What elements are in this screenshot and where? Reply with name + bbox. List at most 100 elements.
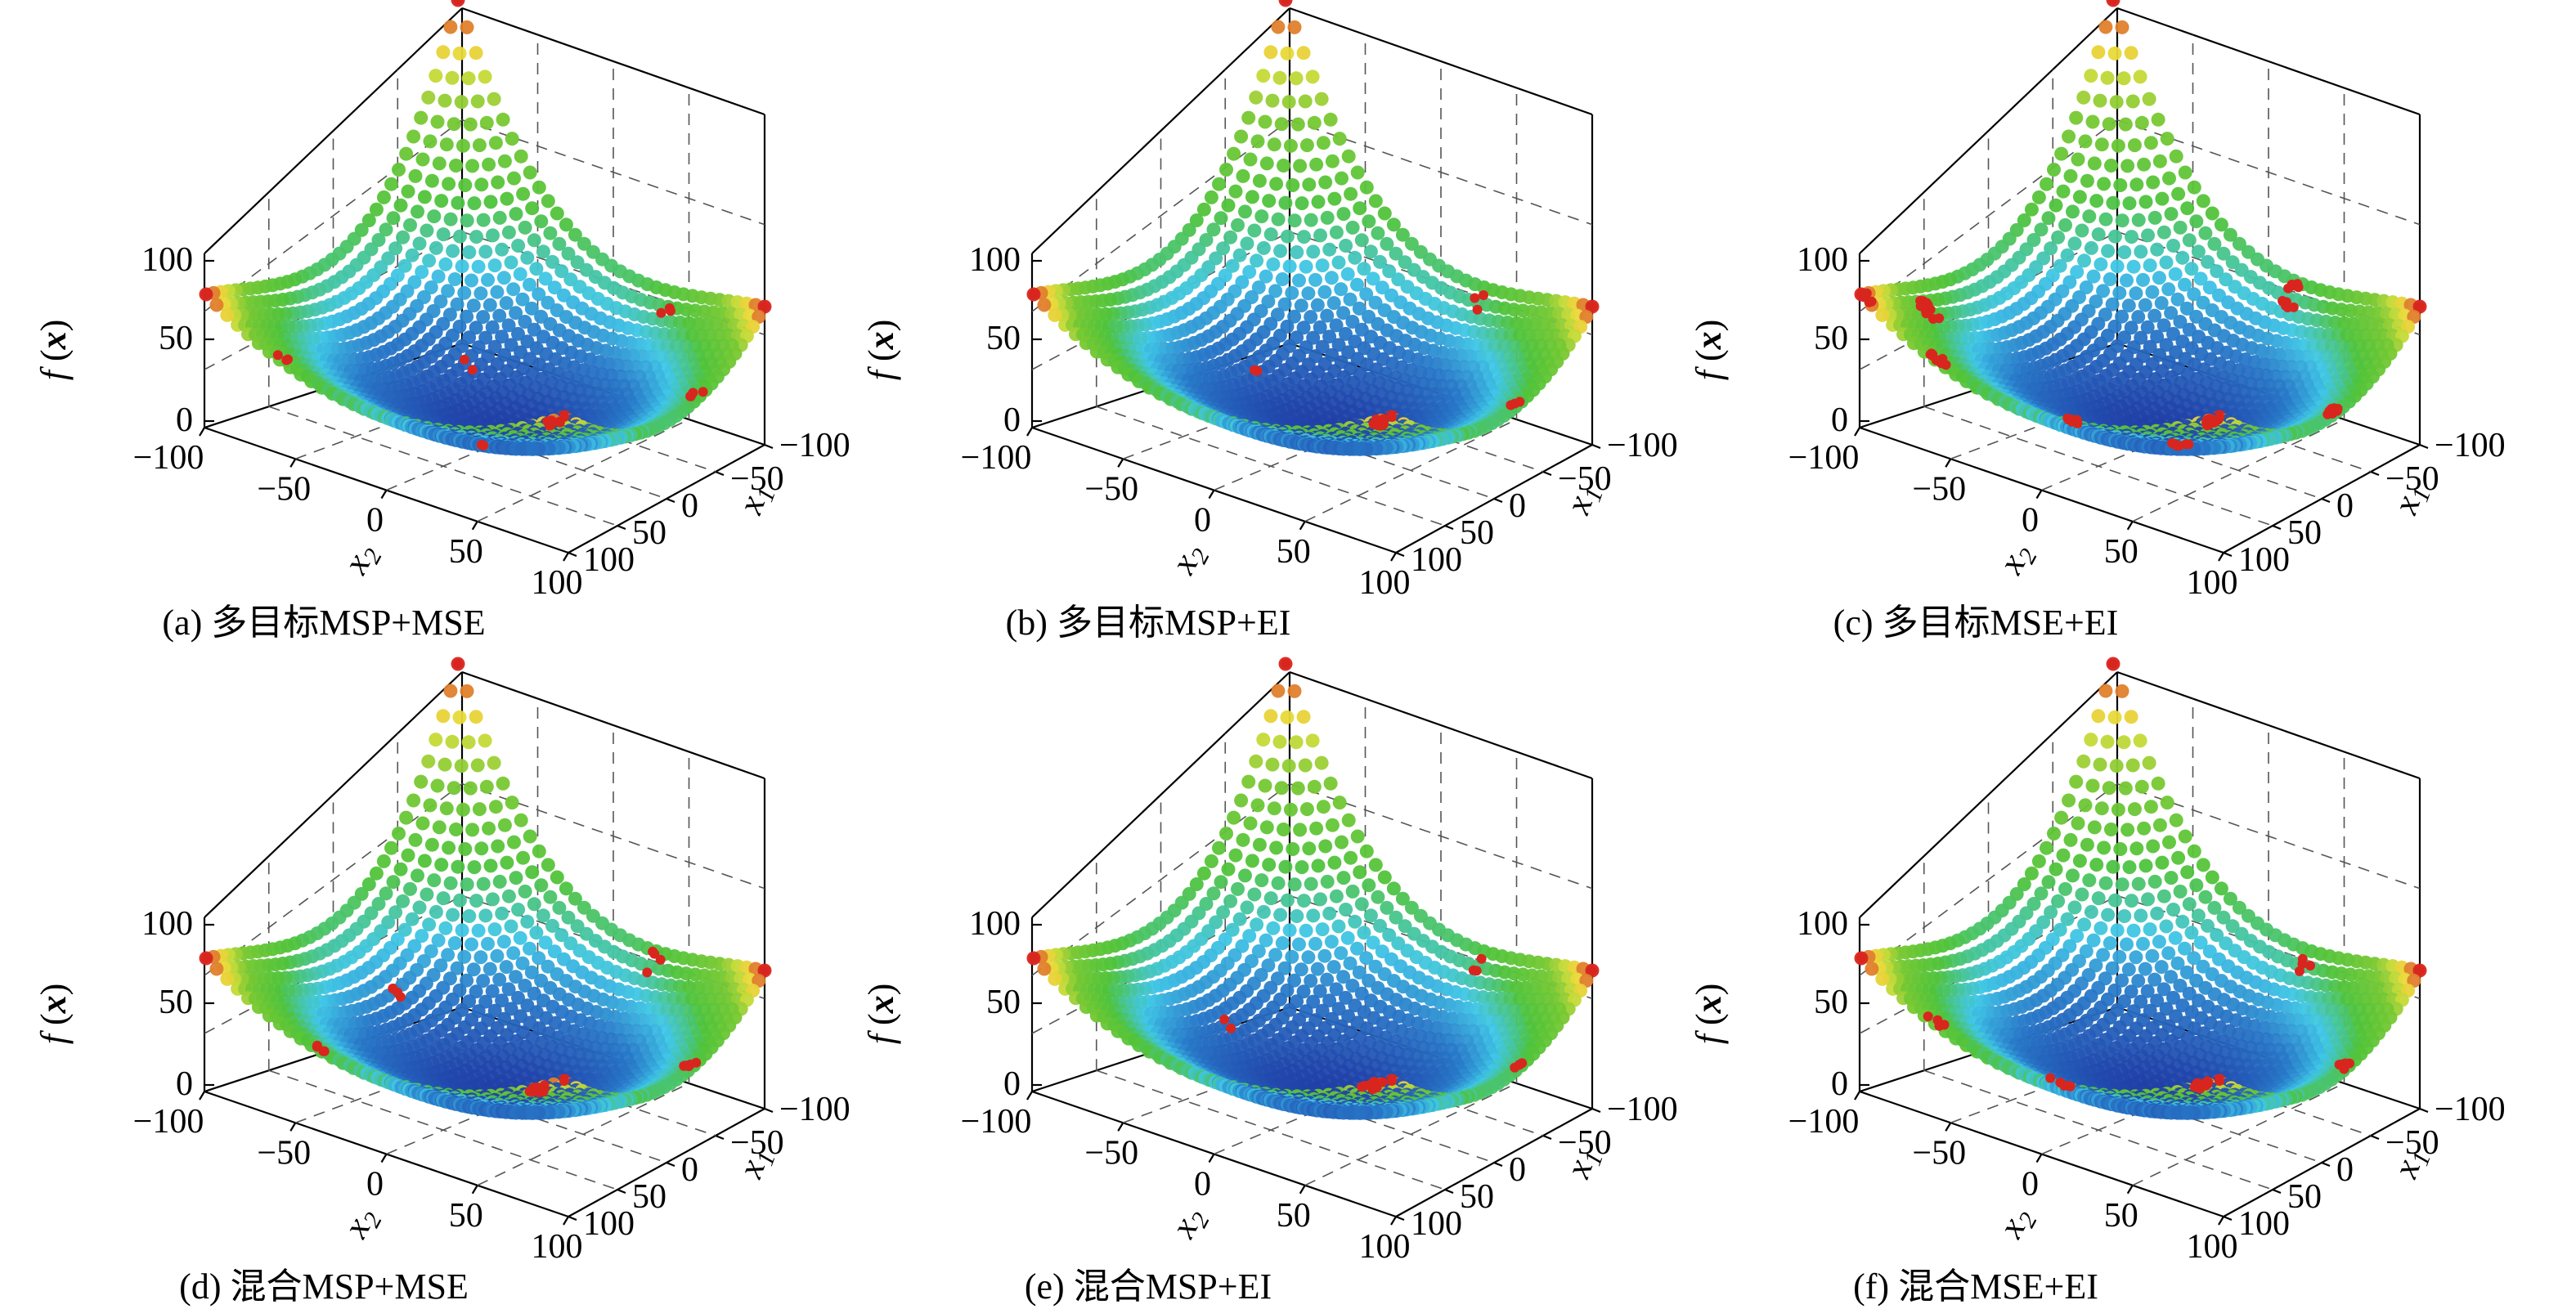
sample-point xyxy=(2415,302,2425,312)
x1-tick-label: 0 xyxy=(1509,487,1526,525)
surface-point xyxy=(1382,264,1397,279)
axis-line xyxy=(1289,7,1593,116)
surface-point xyxy=(2084,69,2098,83)
sample-point xyxy=(698,387,708,397)
tick-mark xyxy=(1395,551,1405,558)
surface-point xyxy=(474,177,489,192)
x2-tick-label: 100 xyxy=(1359,564,1411,602)
surface-point xyxy=(2105,297,2120,312)
surface-point xyxy=(2207,236,2222,251)
surface-point xyxy=(547,280,562,295)
surface-point xyxy=(1316,136,1331,150)
surface-point xyxy=(1320,308,1335,323)
surface-point xyxy=(469,321,483,335)
surface-point xyxy=(1259,156,1274,171)
x2-axis-label: x2 xyxy=(334,536,387,583)
surface-point xyxy=(478,244,493,259)
sample-point xyxy=(467,365,478,375)
surface-point xyxy=(471,923,486,938)
surface-point xyxy=(514,813,528,827)
tick-mark xyxy=(2126,521,2134,531)
surface-point xyxy=(461,71,476,86)
surface-point xyxy=(497,154,512,168)
tick-mark xyxy=(1299,521,1306,531)
z-tick-label: 50 xyxy=(159,320,193,357)
surface-point xyxy=(1206,222,1221,237)
surface-point xyxy=(2058,217,2072,232)
surface-point xyxy=(1299,138,1314,153)
surface-point xyxy=(2145,285,2160,299)
surface-point xyxy=(1286,178,1300,192)
surface-point xyxy=(2143,136,2158,150)
surface-point xyxy=(1263,227,1278,242)
surface-point xyxy=(2232,236,2246,251)
surface-point xyxy=(541,194,555,208)
x2-tick-label: −50 xyxy=(257,470,311,508)
surface-point xyxy=(2106,195,2120,210)
surface-point xyxy=(2110,259,2125,274)
axis-line xyxy=(204,671,463,918)
surface-point xyxy=(2098,20,2113,34)
surface-point xyxy=(504,919,518,934)
surface-point xyxy=(1320,210,1335,225)
surface-point xyxy=(1332,132,1347,146)
tick-mark xyxy=(1493,497,1503,504)
surface-point xyxy=(1350,277,1364,292)
surface-point xyxy=(541,295,555,310)
sample-point xyxy=(1515,397,1525,407)
surface-point xyxy=(541,858,555,872)
surface-point xyxy=(2173,315,2188,329)
surface-point xyxy=(1277,159,1290,173)
surface-point xyxy=(408,832,423,847)
surface-point xyxy=(2160,132,2174,146)
surface-point xyxy=(2087,156,2102,171)
surface xyxy=(199,0,772,456)
surface-point xyxy=(2205,206,2219,221)
surface-point xyxy=(1368,295,1383,310)
surface-point xyxy=(1290,117,1305,132)
surface-point xyxy=(429,69,443,83)
surface-point xyxy=(500,191,514,206)
tick-mark xyxy=(764,443,774,450)
surface-point xyxy=(1305,69,1320,84)
surface-point xyxy=(379,222,393,237)
surface-point xyxy=(423,134,438,149)
surface-point xyxy=(458,178,473,192)
surface-point xyxy=(2171,186,2186,201)
tick-mark xyxy=(1854,427,1860,437)
surface-point xyxy=(2156,318,2171,333)
surface-point xyxy=(1296,46,1311,61)
surface-point xyxy=(421,754,436,769)
surface-point xyxy=(1037,298,1052,312)
surface-point xyxy=(451,195,465,210)
surface-point xyxy=(1267,137,1281,152)
surface-point xyxy=(376,854,391,868)
sample-point xyxy=(1250,365,1259,375)
x1-tick-label: 50 xyxy=(632,514,666,552)
surface-point xyxy=(1273,244,1288,258)
surface-point xyxy=(1232,248,1247,262)
surface-point xyxy=(209,298,224,312)
surface-point xyxy=(479,115,494,130)
surface-point xyxy=(431,269,446,284)
surface-point xyxy=(2129,286,2143,301)
x2-tick-label: 100 xyxy=(532,564,583,602)
surface-point xyxy=(1240,236,1254,251)
surface-point xyxy=(1258,114,1272,129)
x1-tick-label: 100 xyxy=(583,541,635,579)
sample-point xyxy=(201,289,211,299)
surface-point xyxy=(2078,134,2093,149)
surface-point xyxy=(443,876,458,890)
x2-tick-label: 50 xyxy=(2104,533,2138,571)
surface-point xyxy=(2053,258,2067,273)
surface-point xyxy=(2067,236,2082,251)
surface-point xyxy=(1251,280,1266,294)
z-tick-label: 100 xyxy=(1797,241,1848,279)
surface-point xyxy=(414,774,429,789)
surface-point xyxy=(2210,264,2224,279)
surface-point xyxy=(1326,296,1341,311)
tick-mark xyxy=(2035,489,2043,500)
surface-point xyxy=(442,841,456,855)
z-tick-label: 50 xyxy=(986,320,1021,357)
surface-point xyxy=(392,827,406,841)
